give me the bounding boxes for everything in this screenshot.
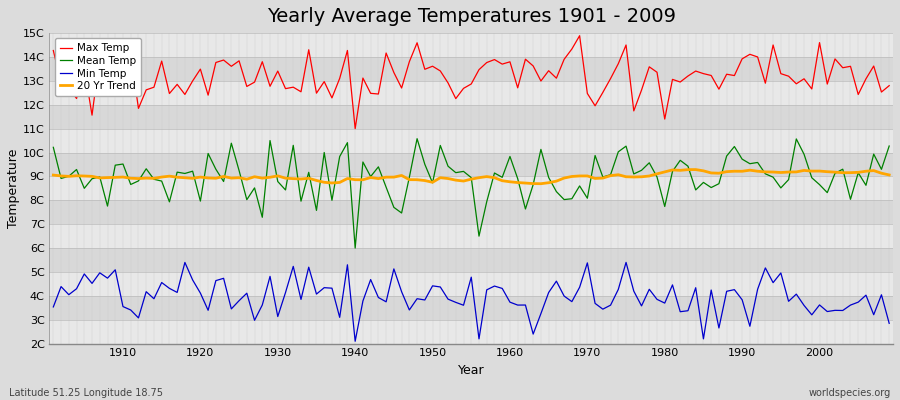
Min Temp — [48, 304, 58, 309]
Min Temp — [280, 290, 291, 295]
Min Temp — [512, 303, 523, 308]
Min Temp — [505, 300, 516, 304]
20 Yr Trend — [327, 180, 338, 185]
Max Temp — [350, 126, 361, 131]
Max Temp — [512, 86, 523, 90]
Mean Temp — [327, 198, 338, 203]
20 Yr Trend — [505, 179, 516, 184]
Line: Min Temp: Min Temp — [53, 262, 889, 341]
20 Yr Trend — [536, 181, 546, 186]
Mean Temp — [512, 176, 523, 181]
Bar — [50, 57, 893, 81]
Bar — [50, 105, 893, 129]
20 Yr Trend — [884, 172, 895, 177]
20 Yr Trend — [497, 178, 508, 183]
Min Temp — [884, 321, 895, 326]
Bar — [50, 81, 893, 105]
Text: Latitude 51.25 Longitude 18.75: Latitude 51.25 Longitude 18.75 — [9, 388, 163, 398]
20 Yr Trend — [48, 173, 58, 178]
Max Temp — [613, 61, 624, 66]
Line: 20 Yr Trend: 20 Yr Trend — [53, 170, 889, 184]
Mean Temp — [110, 163, 121, 168]
Max Temp — [574, 33, 585, 38]
Bar — [50, 176, 893, 200]
20 Yr Trend — [280, 176, 291, 181]
Mean Temp — [411, 136, 422, 141]
Max Temp — [327, 96, 338, 100]
Bar — [50, 200, 893, 224]
Legend: Max Temp, Mean Temp, Min Temp, 20 Yr Trend: Max Temp, Mean Temp, Min Temp, 20 Yr Tre… — [55, 38, 141, 96]
Bar — [50, 320, 893, 344]
Bar — [50, 296, 893, 320]
Line: Mean Temp: Mean Temp — [53, 139, 889, 248]
Bar — [50, 152, 893, 176]
X-axis label: Year: Year — [458, 364, 484, 377]
Max Temp — [110, 72, 121, 77]
Mean Temp — [280, 188, 291, 192]
Mean Temp — [48, 145, 58, 150]
Min Temp — [327, 286, 338, 290]
Max Temp — [884, 83, 895, 88]
Max Temp — [48, 48, 58, 53]
Bar — [50, 33, 893, 57]
Mean Temp — [520, 206, 531, 211]
20 Yr Trend — [110, 175, 121, 180]
Max Temp — [280, 86, 291, 91]
Bar — [50, 224, 893, 248]
20 Yr Trend — [605, 173, 616, 178]
Text: worldspecies.org: worldspecies.org — [809, 388, 891, 398]
Bar — [50, 129, 893, 152]
Min Temp — [605, 303, 616, 308]
Bar — [50, 248, 893, 272]
Line: Max Temp: Max Temp — [53, 36, 889, 129]
Mean Temp — [350, 246, 361, 250]
Mean Temp — [613, 150, 624, 154]
Title: Yearly Average Temperatures 1901 - 2009: Yearly Average Temperatures 1901 - 2009 — [266, 7, 676, 26]
Min Temp — [621, 260, 632, 265]
Min Temp — [350, 339, 361, 344]
Min Temp — [110, 268, 121, 272]
Max Temp — [505, 60, 516, 64]
Y-axis label: Temperature: Temperature — [7, 149, 20, 228]
20 Yr Trend — [690, 167, 701, 172]
Bar — [50, 272, 893, 296]
Mean Temp — [884, 144, 895, 148]
